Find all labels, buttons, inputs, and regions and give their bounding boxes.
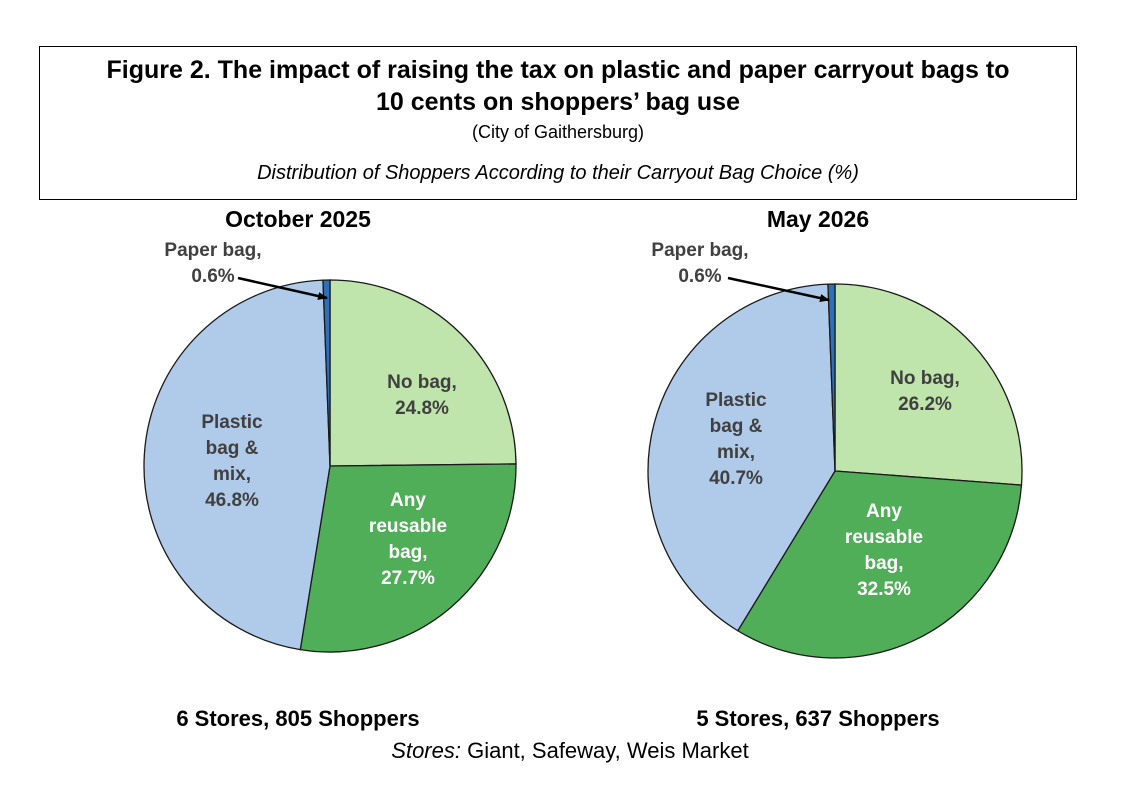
pie-slice-paper-bag-october-2025 <box>322 279 331 467</box>
pie-note-may-2026: 5 Stores, 637 Shoppers <box>696 706 940 731</box>
paper-bag-arrow-october-2025 <box>237 276 328 300</box>
pie-title-may-2026: May 2026 <box>766 206 870 232</box>
pie-slice-no-bag-may-2026 <box>834 283 1023 486</box>
figure-title-line2: 10 cents on shoppers’ bag use <box>375 88 740 116</box>
figure-title-box: Figure 2. The impact of raising the tax … <box>39 46 1077 200</box>
pie-slice-no-bag-october-2025 <box>329 279 517 467</box>
pie-label-plastic-bag-mix-october-2025: Plastic bag & mix, 46.8% <box>201 412 263 511</box>
stores-list: Giant, Safeway, Weis Market <box>460 738 749 763</box>
pie-label-any-reusable-bag-october-2025: Any reusable bag, 27.7% <box>369 490 447 589</box>
pie-note-october-2025: 6 Stores, 805 Shoppers <box>176 706 420 731</box>
paper-bag-arrow-may-2026 <box>727 276 830 302</box>
pie-title-october-2025: October 2025 <box>225 206 371 232</box>
pie-label-no-bag-october-2025: No bag, 24.8% <box>387 372 457 419</box>
pie-label-plastic-bag-mix-may-2026: Plastic bag & mix, 40.7% <box>705 390 767 489</box>
figure-caption: Distribution of Shoppers According to th… <box>257 162 859 184</box>
pie-slice-paper-bag-may-2026 <box>827 283 836 472</box>
figure-subtitle: (City of Gaithersburg) <box>471 122 645 142</box>
pie-slice-any-reusable-bag-may-2026 <box>736 470 1023 659</box>
pie-slice-any-reusable-bag-october-2025 <box>299 463 517 653</box>
figure-title-line1: Figure 2. The impact of raising the tax … <box>106 56 1010 84</box>
stores-label: Stores: <box>391 738 461 763</box>
pie-label-no-bag-may-2026: No bag, 26.2% <box>890 368 960 415</box>
pie-slice-plastic-bag-mix-october-2025 <box>143 279 331 651</box>
pie-label-paper-bag-may-2026: Paper bag, 0.6% <box>651 240 748 287</box>
pie-label-paper-bag-october-2025: Paper bag, 0.6% <box>164 240 261 287</box>
pie-label-any-reusable-bag-may-2026: Any reusable bag, 32.5% <box>845 501 923 600</box>
pie-slice-plastic-bag-mix-may-2026 <box>647 283 836 632</box>
stores-footer: Stores: Giant, Safeway, Weis Market <box>0 738 1140 764</box>
